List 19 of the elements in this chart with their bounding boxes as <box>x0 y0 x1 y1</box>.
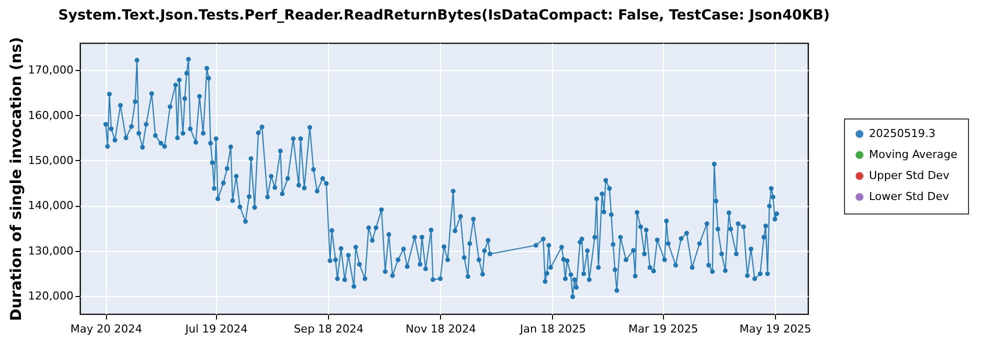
y-tick-label: 120,000 <box>28 289 74 302</box>
legend-label: Lower Std Dev <box>869 190 950 203</box>
x-tick-label: May 19 2025 <box>740 322 812 336</box>
x-tick-label: Jul 19 2024 <box>184 322 248 336</box>
legend-label: Upper Std Dev <box>869 169 950 182</box>
x-tick-label: Nov 18 2024 <box>406 322 476 336</box>
chart-title: System.Text.Json.Tests.Perf_Reader.ReadReturnBytes(IsDataCompact: False, TestCase: Json40KB) <box>58 8 830 24</box>
y-tick-label: 130,000 <box>28 244 74 258</box>
y-tick-label: 170,000 <box>28 64 74 77</box>
x-tick-label: Sep 18 2024 <box>294 322 364 336</box>
x-tick-label: Mar 19 2025 <box>628 322 698 336</box>
y-tick-label: 140,000 <box>28 199 74 212</box>
x-tick-label: Jan 18 2025 <box>518 322 586 336</box>
legend-label: 20250519.3 <box>869 127 936 140</box>
y-tick-label: 150,000 <box>28 154 74 167</box>
legend-label: Moving Average <box>869 148 958 161</box>
y-axis-title: Duration of single invocation (ns) <box>7 37 26 321</box>
x-tick-label: May 20 2024 <box>70 322 142 336</box>
y-tick-label: 160,000 <box>28 108 74 122</box>
